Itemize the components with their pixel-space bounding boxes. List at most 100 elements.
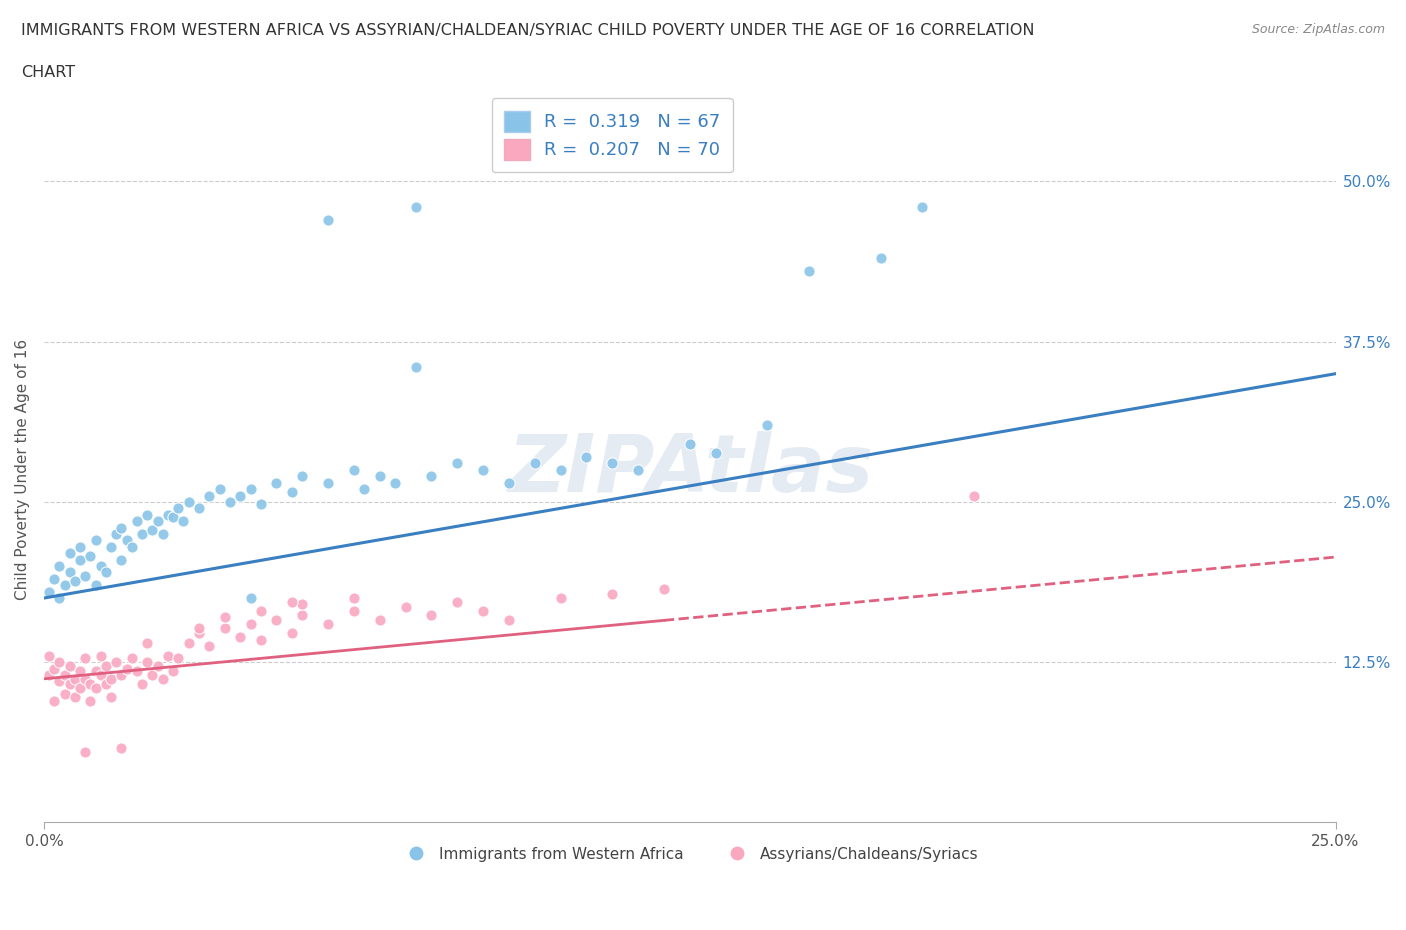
Point — [353, 482, 375, 497]
Point — [600, 587, 623, 602]
Point — [115, 533, 138, 548]
Point — [48, 655, 70, 670]
Point — [316, 212, 339, 227]
Point — [250, 604, 273, 618]
Point — [343, 604, 366, 618]
Point — [75, 671, 97, 686]
Point — [550, 591, 572, 605]
Point — [316, 617, 339, 631]
Point — [420, 469, 443, 484]
Point — [472, 604, 495, 618]
Point — [704, 445, 727, 460]
Point — [90, 668, 112, 683]
Point — [208, 482, 231, 497]
Point — [343, 591, 366, 605]
Point — [963, 488, 986, 503]
Point — [63, 574, 86, 589]
Point — [146, 513, 169, 528]
Point — [281, 594, 304, 609]
Point — [110, 740, 132, 755]
Point — [136, 635, 159, 650]
Point — [394, 600, 416, 615]
Point — [44, 693, 66, 708]
Point — [523, 456, 546, 471]
Point — [79, 676, 101, 691]
Point — [53, 578, 76, 592]
Point — [131, 676, 153, 691]
Legend: Immigrants from Western Africa, Assyrians/Chaldeans/Syriacs: Immigrants from Western Africa, Assyrian… — [395, 841, 984, 868]
Point — [291, 607, 314, 622]
Point — [870, 251, 893, 266]
Point — [368, 469, 391, 484]
Point — [84, 578, 107, 592]
Point — [679, 437, 702, 452]
Text: IMMIGRANTS FROM WESTERN AFRICA VS ASSYRIAN/CHALDEAN/SYRIAC CHILD POVERTY UNDER T: IMMIGRANTS FROM WESTERN AFRICA VS ASSYRI… — [21, 23, 1035, 38]
Point — [121, 651, 143, 666]
Point — [446, 456, 468, 471]
Point — [105, 655, 128, 670]
Point — [69, 552, 91, 567]
Point — [446, 594, 468, 609]
Point — [219, 495, 242, 510]
Point — [756, 418, 779, 432]
Point — [59, 546, 82, 561]
Point — [239, 591, 262, 605]
Point — [48, 559, 70, 574]
Point — [167, 501, 190, 516]
Point — [405, 360, 427, 375]
Point — [38, 584, 60, 599]
Point — [94, 658, 117, 673]
Point — [177, 635, 200, 650]
Point — [172, 513, 194, 528]
Point — [156, 648, 179, 663]
Point — [125, 664, 148, 679]
Point — [368, 613, 391, 628]
Point — [498, 613, 520, 628]
Point — [405, 200, 427, 215]
Point — [84, 533, 107, 548]
Point — [177, 495, 200, 510]
Point — [472, 462, 495, 477]
Point — [75, 745, 97, 760]
Point — [48, 591, 70, 605]
Point — [498, 475, 520, 490]
Point — [110, 552, 132, 567]
Point — [316, 475, 339, 490]
Point — [63, 671, 86, 686]
Point — [187, 620, 209, 635]
Point — [48, 674, 70, 689]
Point — [69, 664, 91, 679]
Point — [600, 456, 623, 471]
Point — [59, 676, 82, 691]
Point — [59, 658, 82, 673]
Point — [75, 569, 97, 584]
Point — [44, 571, 66, 586]
Point — [162, 510, 184, 525]
Point — [575, 449, 598, 464]
Point — [90, 559, 112, 574]
Point — [343, 462, 366, 477]
Point — [627, 462, 650, 477]
Point — [156, 507, 179, 522]
Point — [63, 689, 86, 704]
Point — [75, 651, 97, 666]
Y-axis label: Child Poverty Under the Age of 16: Child Poverty Under the Age of 16 — [15, 339, 30, 601]
Point — [384, 475, 406, 490]
Point — [266, 613, 288, 628]
Point — [100, 689, 122, 704]
Point — [250, 497, 273, 512]
Point — [162, 664, 184, 679]
Point — [38, 668, 60, 683]
Point — [167, 651, 190, 666]
Point — [291, 597, 314, 612]
Text: ZIPAtlas: ZIPAtlas — [506, 431, 873, 509]
Point — [90, 648, 112, 663]
Point — [110, 520, 132, 535]
Point — [84, 681, 107, 696]
Point — [214, 610, 236, 625]
Point — [136, 655, 159, 670]
Point — [797, 264, 820, 279]
Point — [131, 526, 153, 541]
Point — [250, 633, 273, 648]
Point — [187, 625, 209, 640]
